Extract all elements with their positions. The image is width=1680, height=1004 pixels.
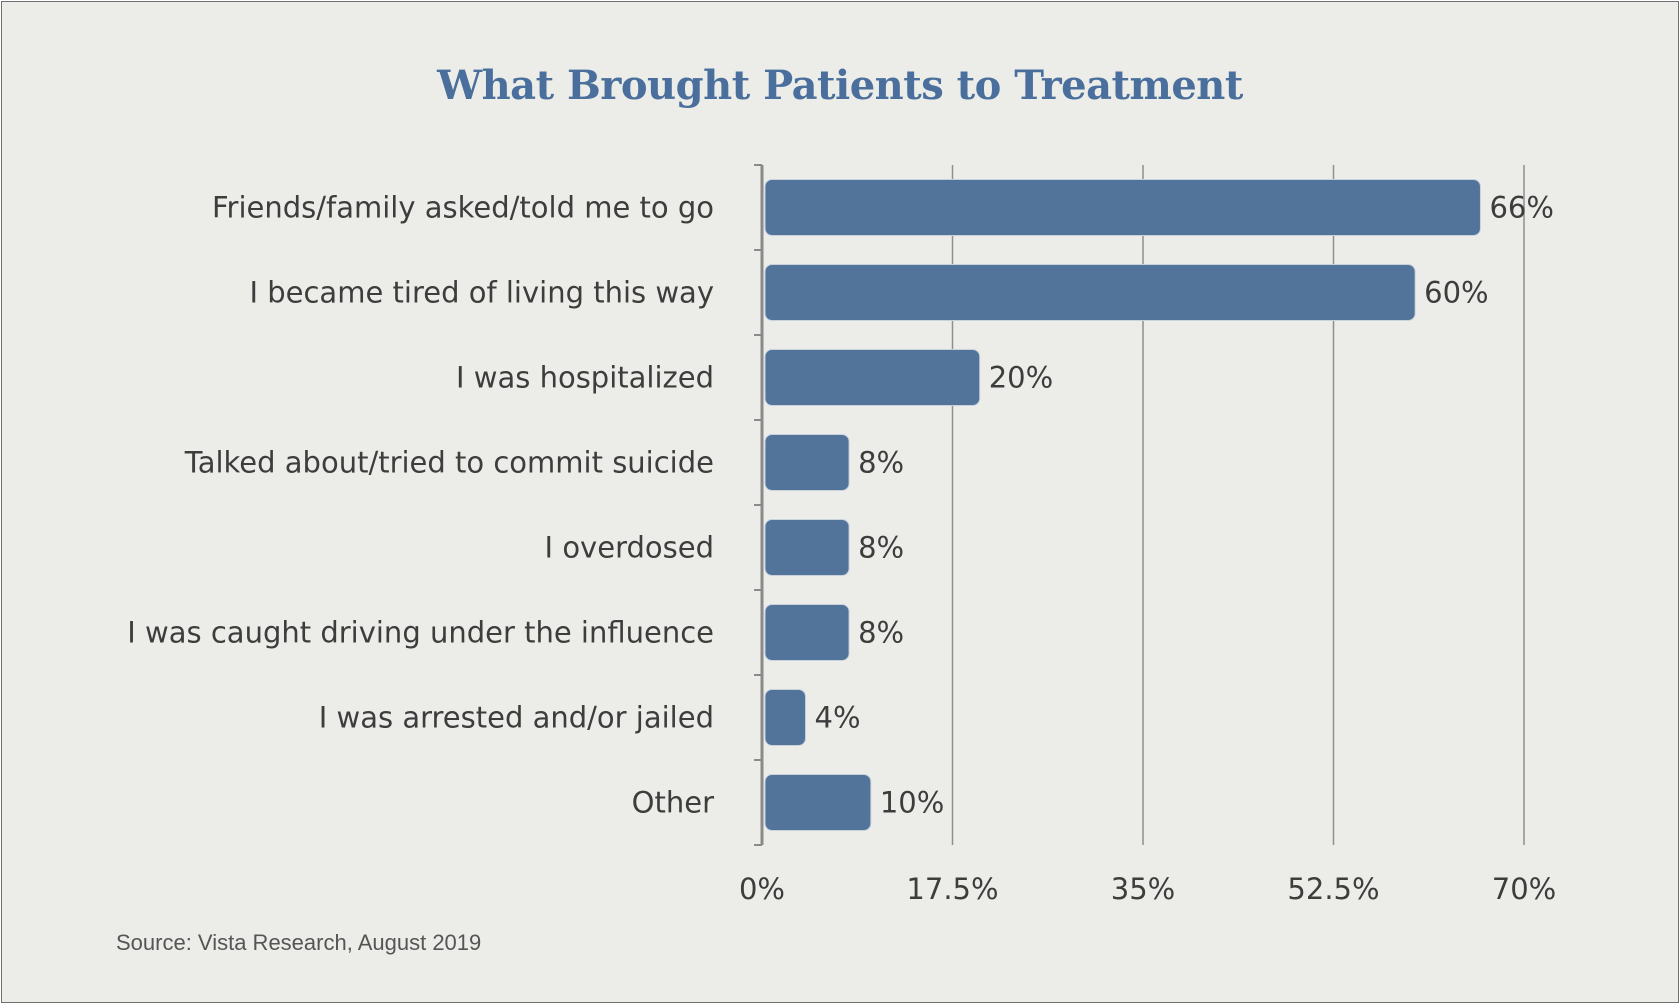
value-label: 8% bbox=[858, 446, 904, 480]
category-label: I was hospitalized bbox=[456, 361, 714, 395]
x-tick-label: 52.5% bbox=[1287, 872, 1379, 906]
x-tick-label: 17.5% bbox=[906, 872, 998, 906]
source-note: Source: Vista Research, August 2019 bbox=[116, 930, 482, 955]
x-tick-label: 70% bbox=[1492, 872, 1556, 906]
value-label: 8% bbox=[858, 531, 904, 565]
category-label: I was arrested and/or jailed bbox=[319, 701, 714, 735]
labels: 0% 17.5% 35% 52.5% 70% 66% Friends/family aske… bbox=[127, 191, 1556, 907]
category-label: I became tired of living this way bbox=[249, 276, 714, 310]
value-label: 8% bbox=[858, 616, 904, 650]
category-label: I was caught driving under the influence bbox=[127, 616, 714, 650]
category-axis bbox=[754, 164, 764, 846]
value-label: 20% bbox=[989, 361, 1053, 395]
bar bbox=[764, 604, 850, 661]
chart-title: What Brought Patients to Treatment bbox=[437, 62, 1243, 109]
bar bbox=[764, 519, 850, 576]
category-label: Talked about/tried to commit suicide bbox=[184, 446, 714, 480]
value-label: 10% bbox=[880, 786, 944, 820]
bar bbox=[764, 349, 981, 406]
value-label: 66% bbox=[1489, 191, 1553, 225]
x-tick-label: 0% bbox=[739, 872, 785, 906]
bar bbox=[764, 179, 1481, 236]
category-label: Friends/family asked/told me to go bbox=[212, 191, 714, 225]
bar bbox=[764, 689, 807, 746]
x-tick-label: 35% bbox=[1111, 872, 1175, 906]
category-label: I overdosed bbox=[545, 531, 714, 565]
value-label: 4% bbox=[815, 701, 861, 735]
value-label: 60% bbox=[1424, 276, 1488, 310]
bar bbox=[764, 264, 1416, 321]
bars bbox=[764, 179, 1481, 831]
bar bbox=[764, 774, 872, 831]
category-label: Other bbox=[632, 786, 714, 820]
bar bbox=[764, 434, 850, 491]
